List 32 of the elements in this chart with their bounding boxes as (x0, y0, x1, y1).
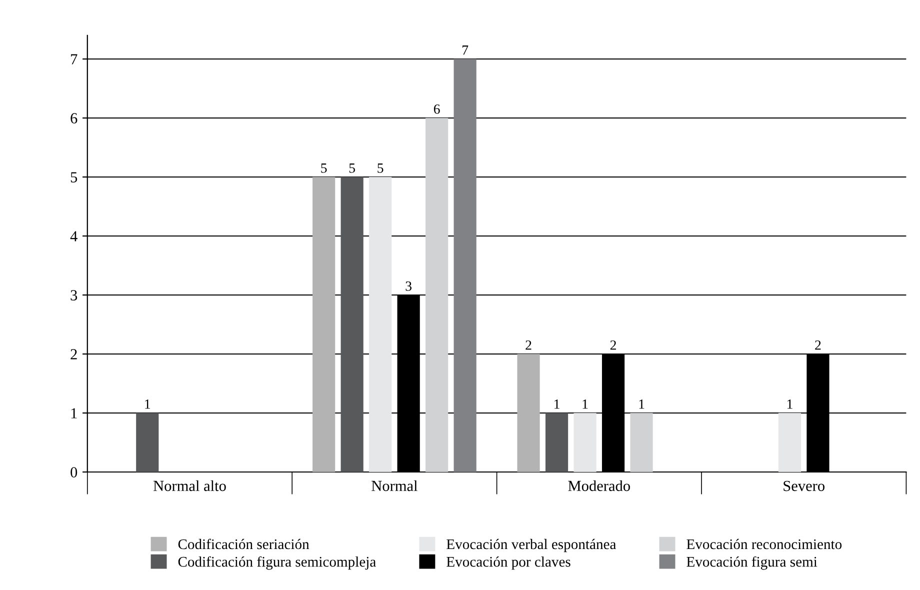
data-label: 1 (554, 399, 560, 409)
y-tick-label: 5 (70, 172, 78, 182)
data-label: 1 (787, 399, 792, 409)
data-label: 2 (610, 340, 616, 350)
data-label: 5 (349, 164, 356, 173)
x-tick-label: Severo (784, 480, 824, 492)
data-label: 3 (406, 281, 412, 291)
legend-label: Codificación figura semicompleja (178, 556, 376, 570)
legend-label: Codificación seriación (178, 538, 310, 550)
legend-label: Evocación reconocimiento (686, 538, 842, 550)
data-label: 2 (526, 340, 532, 350)
legend-label: Evocación por claves (446, 556, 570, 570)
data-label: 1 (582, 399, 588, 409)
data-label: 1 (145, 399, 150, 409)
y-tick-label: 7 (71, 54, 78, 64)
x-tick-label: Moderado (568, 480, 630, 492)
y-tick-label: 3 (70, 290, 78, 300)
legend-label: Evocación figura semi (686, 556, 818, 570)
x-tick-label: Normal alto (153, 480, 226, 492)
y-tick-label: 1 (71, 408, 77, 418)
data-label: 7 (462, 46, 468, 55)
legend-label: Evocación verbal espontánea (446, 538, 616, 552)
data-label: 5 (378, 164, 384, 173)
y-tick-label: 0 (70, 467, 78, 478)
data-label: 2 (815, 340, 821, 350)
y-tick-label: 6 (70, 113, 78, 124)
y-tick-label: 2 (70, 349, 77, 360)
data-label: 6 (434, 104, 440, 114)
data-label: 5 (321, 164, 327, 173)
data-label: 1 (639, 399, 644, 409)
x-tick-label: Normal (372, 480, 418, 492)
y-tick-label: 4 (70, 231, 78, 242)
